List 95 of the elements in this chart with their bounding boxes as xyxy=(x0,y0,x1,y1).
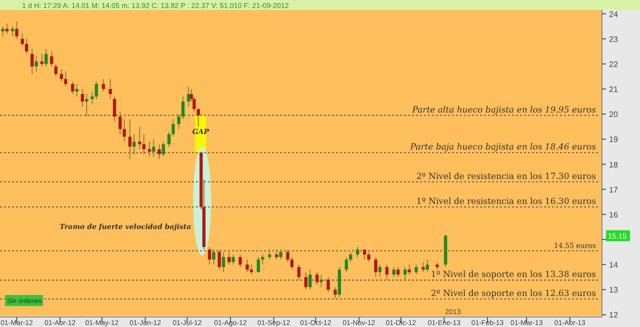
candlestick xyxy=(414,264,418,276)
candlestick xyxy=(304,272,308,290)
ref-line-label: Parte alta hueco bajista en los 19.95 euros xyxy=(411,105,597,116)
ref-line-label: 1º Nivel de resistencia en los 16.30 euros xyxy=(416,196,596,207)
candlestick xyxy=(138,126,142,150)
candlestick xyxy=(152,138,156,158)
candlestick xyxy=(186,86,190,108)
candlestick xyxy=(356,246,360,258)
candlestick xyxy=(378,264,382,278)
candlestick xyxy=(122,118,126,142)
candlestick xyxy=(426,259,430,273)
y-tick-label: 14 xyxy=(609,260,618,270)
candlestick xyxy=(1,26,4,37)
candlestick xyxy=(50,50,54,67)
ref-line-label: 2º Nivel de resistencia en los 17.30 euros xyxy=(416,172,596,182)
candlestick xyxy=(34,56,38,72)
candlestick xyxy=(308,269,312,290)
candlestick xyxy=(60,68,64,82)
candlestick xyxy=(75,83,78,98)
y-tick-label: 22 xyxy=(609,60,618,69)
candlestick xyxy=(344,256,348,273)
candlestick xyxy=(238,254,242,268)
candlestick xyxy=(385,264,388,280)
candlestick xyxy=(403,266,407,280)
candlestick xyxy=(40,53,44,67)
candlestick xyxy=(90,91,94,105)
candlestick xyxy=(128,118,132,160)
candlestick xyxy=(208,246,212,266)
candlestick xyxy=(15,20,18,40)
candlestick xyxy=(172,118,175,138)
candlestick xyxy=(177,114,180,130)
candlestick xyxy=(112,96,116,122)
candlestick xyxy=(5,23,9,34)
candlestick xyxy=(227,252,231,266)
candlestick xyxy=(279,249,282,260)
candlestick xyxy=(158,144,161,160)
y-tick-label: 17 xyxy=(609,185,618,194)
y-tick-label: 21 xyxy=(609,85,618,94)
ref-line-label: 2º Nivel de soporte en los 12.63 euros xyxy=(430,288,596,299)
candlestick xyxy=(250,264,254,276)
candlestick xyxy=(256,256,260,273)
y-tick-label: 12 xyxy=(609,310,618,320)
candlestick xyxy=(260,254,264,266)
candlestick xyxy=(132,134,136,155)
candlestick xyxy=(326,276,330,293)
candlestick xyxy=(102,78,105,92)
candlestick xyxy=(71,80,74,95)
candlestick xyxy=(222,252,226,273)
candlestick xyxy=(85,94,88,118)
candlestick xyxy=(212,249,216,266)
y-tick-label: 16 xyxy=(609,210,618,220)
candlestick xyxy=(396,266,400,278)
candlestick xyxy=(181,96,185,120)
y-tick-label: 23 xyxy=(609,34,618,44)
candlestick xyxy=(268,249,272,260)
candlestick xyxy=(422,262,425,273)
candlestick xyxy=(54,63,58,77)
candlestick xyxy=(167,131,171,148)
candlestick xyxy=(246,259,249,273)
candlestick xyxy=(274,249,278,260)
candlestick xyxy=(392,266,396,278)
candlestick xyxy=(196,108,200,128)
candlestick xyxy=(10,26,14,37)
candlestick xyxy=(30,48,34,74)
candlestick xyxy=(162,141,166,158)
candlestick xyxy=(232,254,235,266)
ref-line-label: Parte baja hueco bajista en los 18.46 euros xyxy=(409,142,597,153)
y-tick-label: 24 xyxy=(609,10,618,19)
candlestick xyxy=(142,134,146,155)
candlestick xyxy=(315,272,319,286)
ref-line-label: 1º Nivel de soporte en los 13.38 euros xyxy=(430,270,596,280)
candlestick xyxy=(297,264,301,280)
candlestick xyxy=(290,256,294,270)
candlestick xyxy=(24,38,28,54)
candlestick xyxy=(44,48,48,67)
candlestick xyxy=(218,249,221,270)
candlestick xyxy=(408,264,411,276)
candlestick xyxy=(348,252,352,263)
y-tick-label: 19 xyxy=(609,135,618,144)
y-tick-label: 20 xyxy=(609,110,618,120)
candlestick xyxy=(94,80,98,100)
candlestick xyxy=(108,78,112,100)
candlestick xyxy=(362,249,366,260)
candlestick xyxy=(20,33,24,47)
candlestick xyxy=(334,286,337,299)
candlestick xyxy=(286,249,290,263)
candlestick xyxy=(64,70,68,87)
candlestick xyxy=(367,252,370,263)
candlestick xyxy=(374,256,378,278)
candlestick xyxy=(148,141,152,158)
y-tick-label: 18 xyxy=(609,160,618,170)
candlestick xyxy=(80,88,84,108)
candlestick xyxy=(118,111,122,135)
candlestick xyxy=(320,274,323,288)
y-tick-label: 13 xyxy=(609,286,618,295)
